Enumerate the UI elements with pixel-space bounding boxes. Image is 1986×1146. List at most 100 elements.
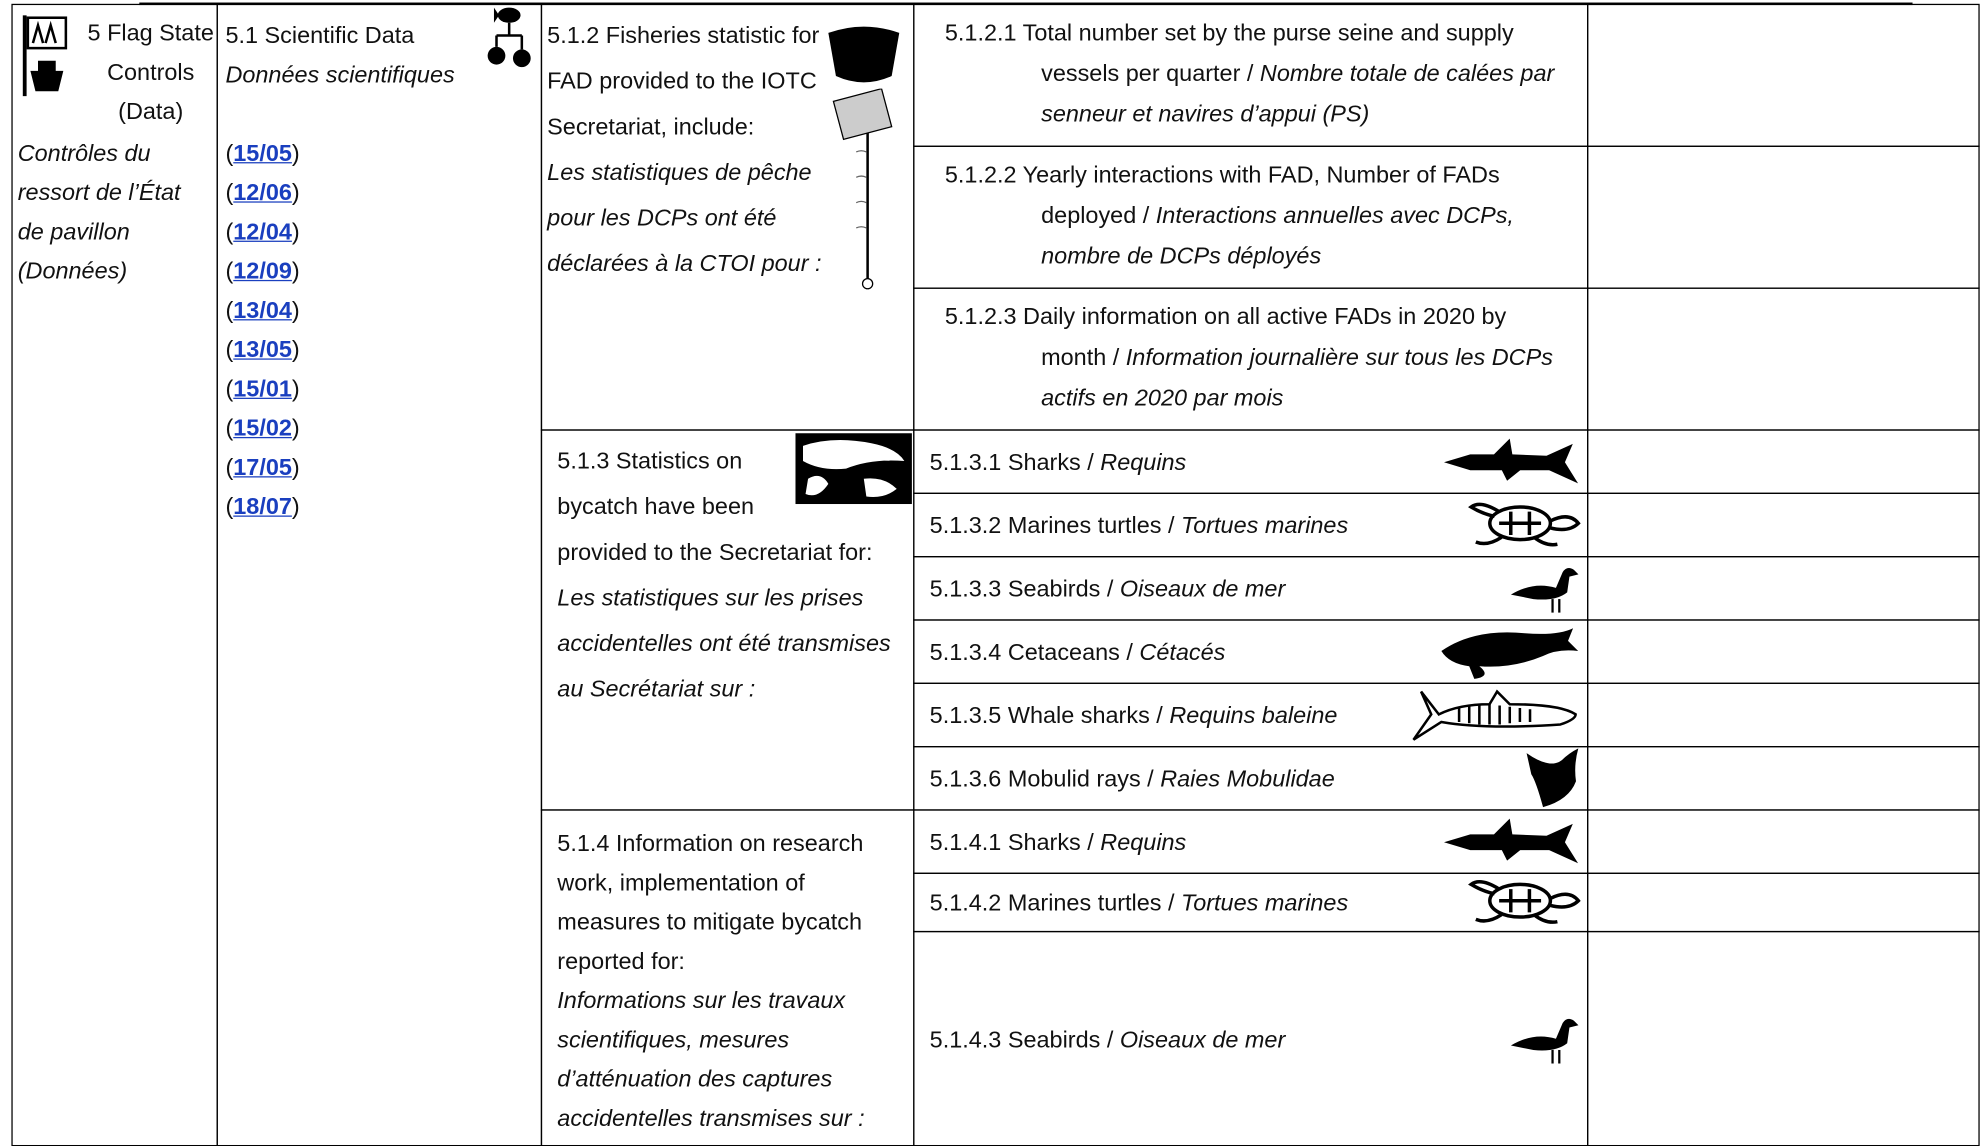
- icon: [795, 433, 912, 505]
- item-cell: 5.1.3.2 Marines turtles / Tortues marine…: [913, 492, 1589, 558]
- reference-link[interactable]: 12/04: [233, 217, 292, 245]
- reference-link[interactable]: 17/05: [233, 453, 292, 481]
- answer-cell: [1587, 809, 1980, 874]
- reference: (12/06): [225, 172, 533, 211]
- reference: (12/04): [225, 212, 533, 251]
- reference-link[interactable]: 13/05: [233, 335, 292, 363]
- paren: (: [225, 257, 234, 284]
- icon: [487, 7, 531, 68]
- item-text-en: Mobulid rays /: [1007, 765, 1154, 792]
- item-number: 5.1.4.3: [929, 1025, 1002, 1053]
- section-title: 5 Flag State Controls (Data): [87, 18, 214, 125]
- item-number: 5.1.2.1: [944, 18, 1017, 46]
- paren: (: [225, 217, 234, 245]
- item-cell: 5.1.4.2 Marines turtles / Tortues marine…: [913, 872, 1589, 933]
- group-title-fr: Informations sur les travaux scientifiqu…: [557, 986, 865, 1132]
- item-cell: 5.1.2.2 Yearly interactions with FAD, Nu…: [913, 145, 1589, 289]
- reference: (13/05): [225, 329, 533, 368]
- item-text: 5.1.4.1 Sharks / Requins: [929, 811, 1572, 873]
- icon: [1412, 689, 1577, 741]
- item-text-fr: Raies Mobulidae: [1160, 765, 1335, 792]
- item-text: 5.1.2.1 Total number set by the purse se…: [930, 13, 1572, 135]
- icon: [1526, 748, 1579, 808]
- references: (15/05) (12/06) (12/04) (12/09) (13/04) (13/0…: [225, 133, 533, 526]
- group-title-fr: Les statistiques de pêche pour les DCPs …: [547, 158, 822, 277]
- group-title: 5.1.2 Fisheries statistic for FAD provid…: [547, 21, 820, 140]
- item-cell: 5.1.3.6 Mobulid rays / Raies Mobulidae: [913, 746, 1589, 811]
- icon: [832, 88, 893, 290]
- reference: (15/02): [225, 408, 533, 447]
- subsection-title-fr: Données scientifiques: [225, 60, 455, 88]
- item-cell: 5.1.3.1 Sharks / Requins: [913, 429, 1589, 494]
- item-text-fr: Nombre totale de calées par senneur et n…: [1041, 59, 1555, 127]
- item-number: 5.1.3.5: [929, 701, 1002, 729]
- item-number: 5.1.3.4: [929, 638, 1002, 665]
- reference: (15/05): [225, 133, 533, 172]
- subsection-cell: 5.1 Scientific Data Données scientifiques…: [216, 3, 543, 1146]
- item-text-fr: Tortues marines: [1181, 889, 1349, 916]
- paren: (: [225, 414, 234, 441]
- answer-cell: [1587, 3, 1980, 147]
- paren: ): [291, 296, 300, 323]
- answer-cell: [1587, 492, 1980, 558]
- group-cell: 5.1.4 Information on research work, impl…: [540, 809, 915, 1146]
- answer-cell: [1587, 429, 1980, 494]
- answer-cell: [1587, 145, 1980, 289]
- reference-link[interactable]: 12/06: [233, 178, 292, 206]
- paren: ): [291, 335, 300, 363]
- item-text-fr: Information journalière sur tous les DCP…: [1041, 343, 1553, 411]
- reference-link[interactable]: 15/02: [233, 414, 292, 441]
- group-cell: 5.1.2 Fisheries statistic for FAD provid…: [540, 3, 915, 431]
- paren: (: [225, 453, 234, 481]
- reference-link[interactable]: 15/05: [233, 139, 292, 166]
- answer-cell: [1587, 556, 1980, 621]
- reference-link[interactable]: 13/04: [233, 296, 292, 323]
- reference: (15/01): [225, 369, 533, 408]
- item-text: 5.1.4.2 Marines turtles / Tortues marine…: [929, 874, 1572, 931]
- answer-cell: [1587, 746, 1980, 811]
- item-cell: 5.1.2.1 Total number set by the purse se…: [913, 3, 1589, 147]
- item-text-en: Marines turtles /: [1007, 511, 1175, 539]
- reference: (13/04): [225, 290, 533, 329]
- paren: ): [291, 492, 300, 520]
- paren: ): [291, 139, 300, 166]
- item-text-fr: Requins: [1100, 448, 1187, 475]
- section-title-fr: Contrôles du ressort de l’État de pavill…: [17, 139, 181, 284]
- reference-link[interactable]: 15/01: [233, 374, 292, 402]
- item-text: 5.1.2.3 Daily information on all active …: [930, 296, 1572, 418]
- paren: ): [291, 217, 300, 245]
- paren: (: [225, 374, 234, 402]
- reference-link[interactable]: 18/07: [233, 492, 292, 520]
- item-text: 5.1.3.5 Whale sharks / Requins baleine: [929, 684, 1572, 746]
- item-cell: 5.1.4.3 Seabirds / Oiseaux de mer: [913, 930, 1589, 1146]
- icon: [22, 15, 68, 97]
- reference: (12/09): [225, 251, 533, 290]
- reference-link[interactable]: 12/09: [233, 257, 292, 284]
- item-number: 5.1.4.2: [929, 889, 1002, 916]
- reference: (17/05): [225, 447, 533, 486]
- paren: (: [225, 139, 234, 166]
- group-title: 5.1.3 Statistics on bycatch have been pr…: [557, 447, 873, 565]
- icon: [1510, 1018, 1579, 1063]
- icon: [1468, 880, 1581, 924]
- answer-cell: [1587, 872, 1980, 933]
- item-cell: 5.1.3.4 Cetaceans / Cétacés: [913, 619, 1589, 684]
- icon: [1443, 438, 1579, 484]
- item-text-en: Daily information on all active FADs in …: [1023, 302, 1507, 370]
- group-title: 5.1.4 Information on research work, impl…: [557, 829, 864, 974]
- icon: [1441, 628, 1579, 679]
- item-text: 5.1.3.1 Sharks / Requins: [929, 431, 1572, 493]
- item-text-fr: Cétacés: [1139, 638, 1226, 665]
- item-number: 5.1.4.1: [929, 828, 1002, 855]
- item-number: 5.1.3.2: [929, 511, 1002, 539]
- icon: [1443, 818, 1579, 864]
- item-text-fr: Requins: [1100, 828, 1187, 855]
- answer-cell: [1587, 619, 1980, 684]
- item-number: 5.1.2.2: [944, 160, 1017, 188]
- paren: ): [291, 374, 300, 402]
- item-number: 5.1.3.1: [929, 448, 1002, 475]
- item-number: 5.1.3.6: [929, 765, 1002, 792]
- paren: ): [291, 178, 300, 206]
- item-text: 5.1.3.6 Mobulid rays / Raies Mobulidae: [929, 747, 1572, 809]
